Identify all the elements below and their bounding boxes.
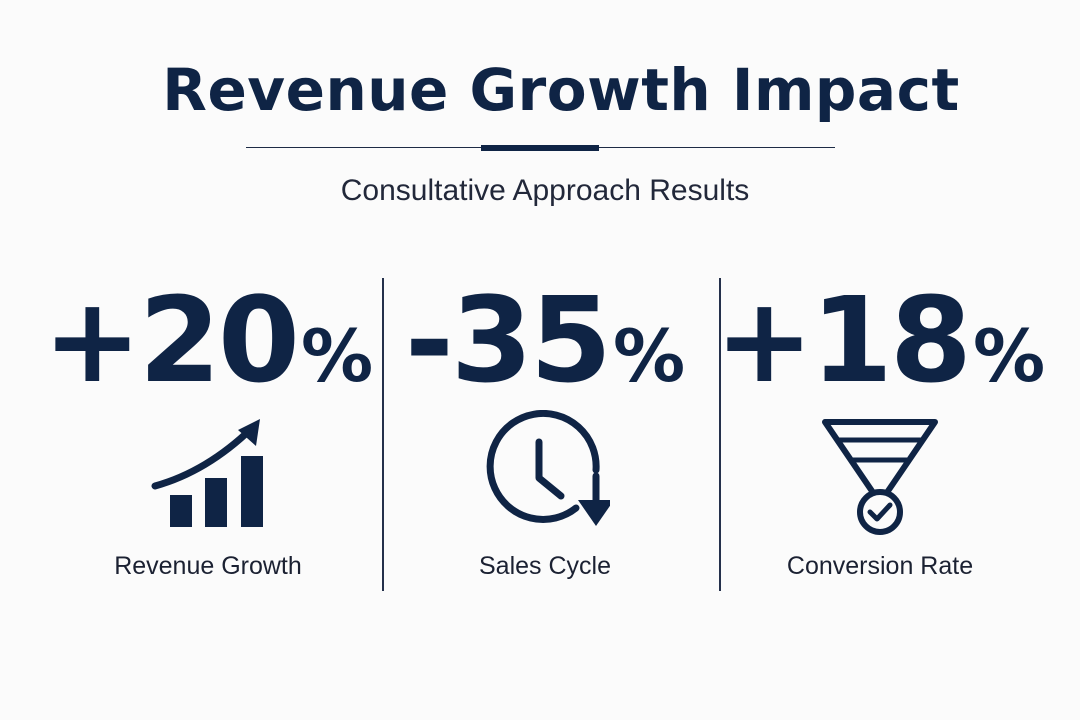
column-divider-1 (382, 278, 384, 591)
funnel-check-icon (815, 410, 945, 535)
metric-revenue-growth: +20% Revenue Growth (38, 270, 378, 600)
metric-conversion-rate: +18% Conversion Rate (710, 270, 1050, 600)
column-divider-2 (719, 278, 721, 591)
clock-down-arrow-icon (480, 410, 610, 535)
metric-label: Revenue Growth (114, 552, 302, 580)
metric-number: +18 (714, 271, 972, 409)
metric-unit: % (300, 314, 374, 398)
page-subtitle: Consultative Approach Results (340, 174, 750, 207)
metric-number: -35 (404, 271, 612, 409)
metric-value: +20% (38, 280, 378, 416)
title-divider-accent (481, 145, 599, 151)
metric-label: Sales Cycle (479, 552, 611, 580)
page-title: Revenue Growth Impact (162, 56, 960, 124)
metric-label: Conversion Rate (786, 552, 974, 580)
metric-unit: % (613, 314, 686, 398)
metric-number: +20 (42, 271, 300, 409)
metric-unit: % (972, 314, 1046, 398)
metric-sales-cycle: -35% Sales Cycle (375, 270, 715, 600)
metric-value: +18% (710, 280, 1050, 416)
metric-value: -35% (375, 280, 715, 416)
bar-chart-up-arrow-icon (143, 410, 273, 535)
